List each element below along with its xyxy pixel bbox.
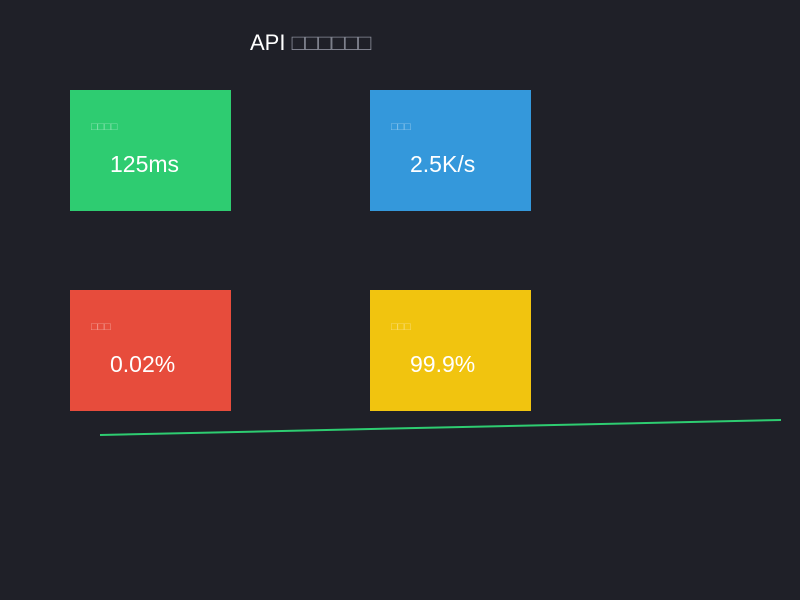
metric-label: □□□ bbox=[391, 121, 411, 133]
metric-card-uptime: □□□ 99.9% bbox=[370, 290, 531, 411]
metric-value: 0.02% bbox=[110, 351, 176, 377]
metric-label: □□□ bbox=[91, 321, 111, 333]
page-title-text: □□□□□□ bbox=[291, 30, 372, 55]
page-title: API □□□□□□ bbox=[250, 28, 371, 58]
metric-value: 2.5K/s bbox=[410, 151, 476, 177]
trend-line bbox=[99, 419, 782, 436]
metric-value: 125ms bbox=[110, 151, 180, 177]
metric-label: □□□ bbox=[391, 321, 411, 333]
metric-card-throughput: □□□ 2.5K/s bbox=[370, 90, 531, 211]
metric-label: □□□□ bbox=[91, 121, 118, 133]
metric-card-error-rate: □□□ 0.02% bbox=[70, 290, 231, 411]
metric-card-latency: □□□□ 125ms bbox=[70, 90, 231, 211]
metric-value: 99.9% bbox=[410, 351, 476, 377]
page-title-prefix: API bbox=[250, 30, 286, 55]
